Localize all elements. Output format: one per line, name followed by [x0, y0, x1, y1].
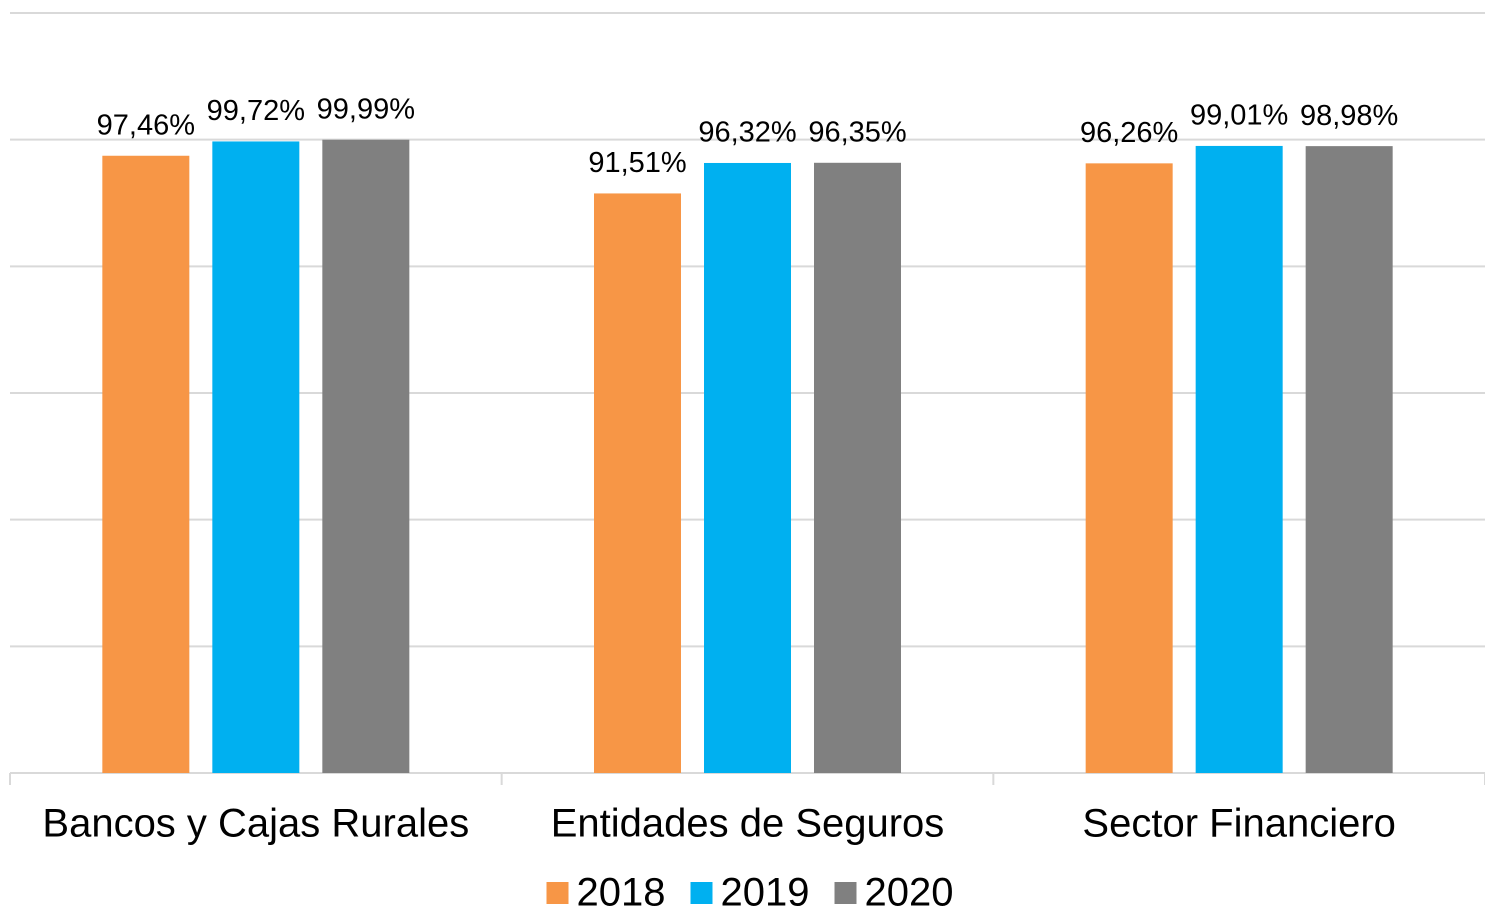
data-label: 99,99% [317, 93, 415, 125]
data-label: 96,35% [808, 116, 906, 148]
data-label: 96,32% [698, 117, 796, 149]
x-tick-label: Entidades de Seguros [551, 802, 945, 846]
data-label: 91,51% [588, 147, 686, 179]
legend-swatch [546, 882, 569, 904]
legend-swatch [834, 882, 857, 904]
legend-label: 2018 [577, 871, 666, 913]
bar [322, 139, 410, 774]
bar [212, 141, 300, 773]
legend-swatch [690, 882, 713, 904]
data-label: 99,01% [1190, 100, 1288, 132]
data-label: 97,46% [97, 109, 195, 141]
data-label: 96,26% [1080, 117, 1178, 149]
x-tick-label: Bancos y Cajas Rurales [42, 802, 469, 846]
bar [1195, 145, 1283, 774]
bar [102, 155, 190, 774]
bar [704, 162, 791, 773]
legend-label: 2019 [721, 871, 810, 913]
x-tick-label: Sector Financiero [1082, 802, 1395, 846]
data-label: 98,98% [1300, 100, 1398, 132]
bar [1085, 163, 1173, 773]
legend-label: 2020 [865, 871, 954, 913]
bar [594, 193, 681, 774]
bar [814, 162, 901, 774]
bar [1305, 146, 1393, 774]
data-label: 99,72% [207, 95, 305, 127]
